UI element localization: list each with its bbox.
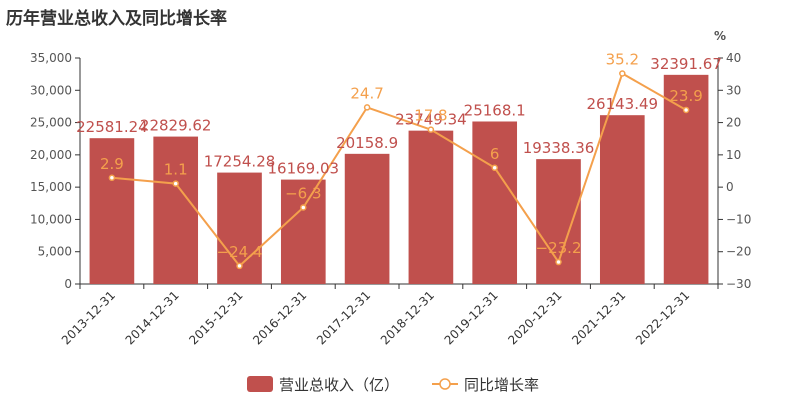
- bar: [599, 115, 645, 285]
- bar-value-label: 20158.9: [336, 134, 398, 152]
- line-value-label: 35.2: [606, 50, 639, 68]
- line-point: [619, 70, 626, 77]
- y-right-unit-label: %: [714, 29, 726, 43]
- line-value-label: −24.4: [217, 243, 263, 261]
- bar-value-label: 26143.49: [587, 95, 659, 113]
- x-tick-label: 2014-12-31: [123, 288, 182, 347]
- bar-value-label: 19338.36: [523, 139, 595, 157]
- y-left-tick-label: 10,000: [30, 212, 72, 226]
- x-tick-label: 2016-12-31: [250, 288, 309, 347]
- y-left-tick-label: 15,000: [30, 180, 72, 194]
- legend-bar-swatch: [247, 376, 273, 392]
- x-tick-label: 2020-12-31: [505, 288, 564, 347]
- line-point: [491, 164, 498, 172]
- line-value-label: −6.3: [285, 184, 321, 202]
- line-point: [363, 104, 371, 111]
- y-right-tick-label: 10: [726, 148, 741, 162]
- x-tick-label: 2017-12-31: [314, 288, 373, 347]
- bar: [472, 121, 518, 284]
- y-right-tick-label: −20: [726, 245, 751, 259]
- y-right-tick-label: −30: [726, 277, 751, 291]
- legend-line-marker: [439, 378, 451, 390]
- bar-value-label: 25168.1: [464, 101, 526, 119]
- line-value-label: −23.2: [536, 239, 582, 257]
- line-point: [236, 262, 243, 270]
- bar: [153, 136, 199, 284]
- line-point: [300, 204, 307, 211]
- bar: [663, 74, 709, 284]
- chart-title: 历年营业总收入及同比增长率: [6, 9, 227, 29]
- bar-value-label: 16169.03: [268, 160, 340, 178]
- bar: [280, 179, 326, 284]
- y-left-tick-label: 30,000: [30, 83, 72, 97]
- legend-line-label: 同比增长率: [464, 376, 539, 394]
- y-left-tick-label: 25,000: [30, 116, 72, 130]
- line-value-label: 2.9: [100, 155, 124, 173]
- y-right-tick-label: −10: [726, 212, 751, 226]
- x-tick-label: 2018-12-31: [378, 288, 437, 347]
- bar-value-label: 23749.34: [395, 111, 467, 129]
- y-left-tick-label: 0: [64, 277, 72, 291]
- line-point: [682, 106, 690, 114]
- line-point: [108, 174, 116, 182]
- line-point: [555, 258, 562, 266]
- y-right-tick-label: 40: [726, 51, 741, 65]
- bar: [344, 153, 390, 284]
- y-left-tick-label: 20,000: [30, 148, 72, 162]
- line-value-label: 23.9: [669, 87, 702, 105]
- line-point: [172, 180, 179, 187]
- x-tick-label: 2021-12-31: [569, 288, 628, 347]
- line-point: [427, 126, 435, 133]
- line-value-label: 17.8: [414, 107, 447, 125]
- y-right-tick-label: 0: [726, 180, 734, 194]
- bar: [89, 138, 135, 284]
- x-tick-label: 2022-12-31: [633, 288, 692, 347]
- line-value-label: 6: [490, 145, 500, 163]
- bar-value-label: 22829.62: [140, 117, 212, 135]
- x-tick-label: 2019-12-31: [442, 288, 501, 347]
- legend-bar-label: 营业总收入（亿）: [279, 376, 399, 394]
- y-right-tick-label: 20: [726, 116, 741, 130]
- y-right-tick-label: 30: [726, 83, 741, 97]
- y-left-tick-label: 5,000: [38, 245, 72, 259]
- bar-value-label: 17254.28: [204, 153, 276, 171]
- y-left-tick-label: 35,000: [30, 51, 72, 65]
- growth-line: [111, 72, 687, 268]
- bar-value-label: 22581.24: [76, 118, 148, 136]
- x-tick-label: 2013-12-31: [59, 288, 118, 347]
- bar-value-label: 32391.67: [650, 55, 722, 73]
- line-value-label: 1.1: [164, 161, 188, 179]
- bar: [408, 130, 454, 284]
- line-value-label: 24.7: [350, 84, 383, 102]
- x-tick-label: 2015-12-31: [186, 288, 245, 347]
